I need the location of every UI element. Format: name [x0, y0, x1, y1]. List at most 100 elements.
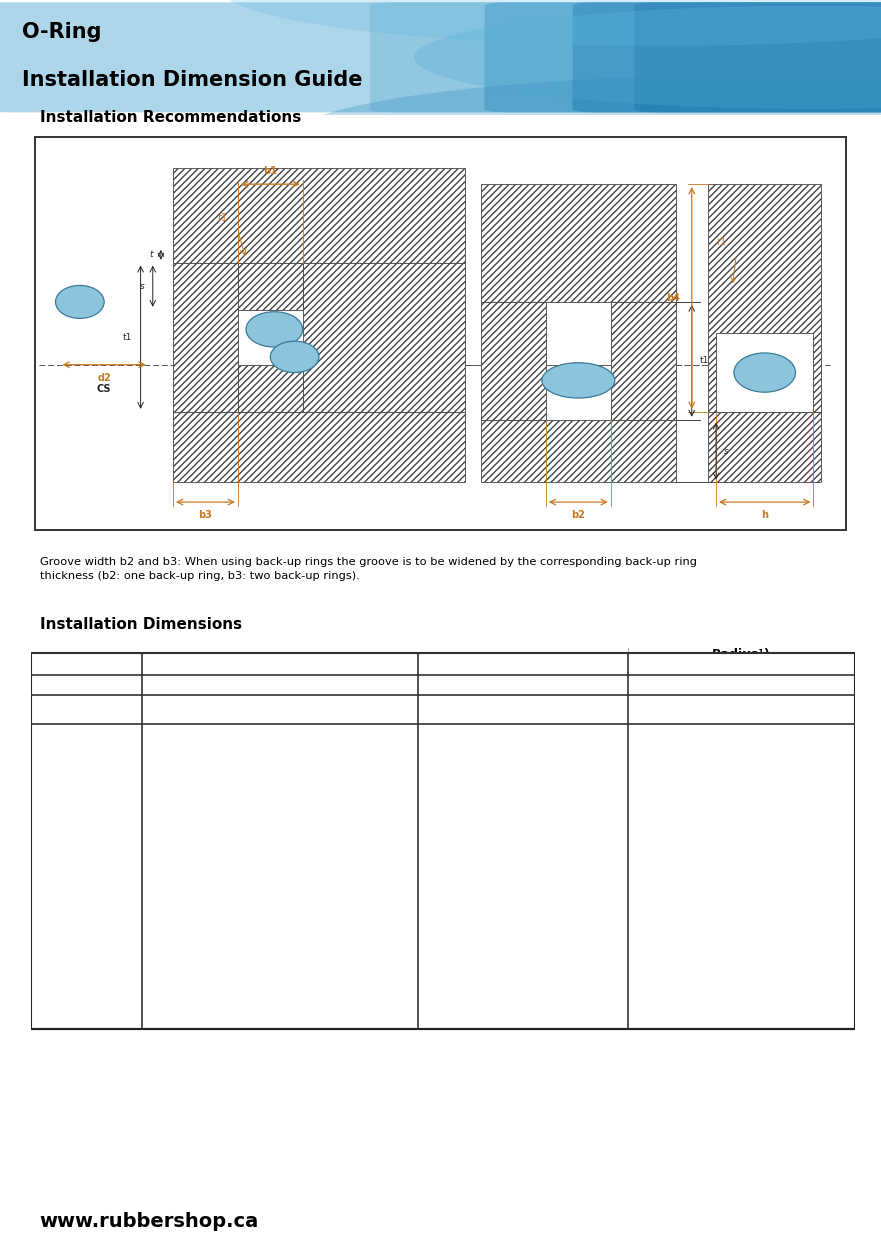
Ellipse shape: [734, 353, 796, 392]
Text: 1.63: 1.63: [73, 956, 100, 968]
Bar: [31, 653, 142, 675]
Bar: [517, 876, 628, 895]
Bar: [418, 839, 517, 857]
Text: 1.20: 1.20: [73, 802, 100, 816]
Bar: [418, 743, 517, 761]
Bar: [418, 724, 517, 743]
Text: 2.10: 2.10: [356, 937, 385, 949]
Ellipse shape: [56, 285, 104, 319]
Text: r1± 0.2: r1± 0.2: [718, 704, 765, 714]
Text: 2.10: 2.10: [559, 917, 586, 931]
Bar: [142, 933, 233, 952]
Text: -: -: [185, 841, 189, 854]
Bar: [628, 972, 855, 991]
Bar: [31, 761, 142, 781]
Text: 1.30: 1.30: [455, 993, 480, 1007]
Bar: [233, 857, 323, 876]
Text: b4 +0.2: b4 +0.2: [548, 704, 596, 714]
Text: 0.70: 0.70: [263, 784, 292, 797]
Bar: [323, 972, 418, 991]
Text: 1.45: 1.45: [174, 993, 200, 1007]
Bar: [628, 915, 855, 933]
Text: 0.80: 0.80: [559, 726, 585, 740]
Bar: [418, 933, 517, 952]
Text: Installation Recommendations: Installation Recommendations: [40, 110, 301, 125]
Text: 1.05: 1.05: [263, 880, 292, 892]
Bar: [517, 972, 628, 991]
Text: 1.30: 1.30: [174, 937, 200, 949]
Text: 0.20: 0.20: [729, 765, 754, 778]
Text: 2.10: 2.10: [356, 956, 385, 968]
Text: O-Ring: O-Ring: [22, 22, 101, 42]
Text: 0.80: 0.80: [356, 726, 385, 740]
Bar: [233, 1009, 323, 1029]
Text: 1.70: 1.70: [356, 802, 385, 816]
Bar: [517, 895, 628, 915]
Bar: [323, 761, 418, 781]
Text: 1.05: 1.05: [455, 880, 480, 892]
Text: 0.50: 0.50: [455, 746, 480, 759]
Bar: [418, 781, 517, 800]
Text: -: -: [185, 802, 189, 816]
Bar: [628, 857, 855, 876]
Bar: [628, 876, 855, 895]
Bar: [142, 991, 233, 1009]
Bar: [323, 857, 418, 876]
Text: 1.35: 1.35: [455, 1013, 480, 1025]
Text: 1.10: 1.10: [263, 898, 292, 911]
Text: 0.35: 0.35: [455, 726, 480, 740]
Text: 2.40: 2.40: [356, 993, 385, 1007]
Bar: [142, 876, 233, 895]
Bar: [142, 675, 323, 694]
FancyBboxPatch shape: [0, 2, 881, 112]
Bar: [233, 876, 323, 895]
Text: 1.30: 1.30: [73, 860, 100, 873]
Bar: [31, 952, 142, 972]
Bar: [142, 839, 233, 857]
Bar: [628, 839, 855, 857]
Text: 1.80: 1.80: [559, 822, 586, 835]
FancyBboxPatch shape: [634, 2, 881, 112]
Text: 0.70: 0.70: [455, 765, 480, 778]
Bar: [517, 839, 628, 857]
Text: Radius¹): Radius¹): [712, 648, 771, 662]
Bar: [233, 694, 323, 724]
Bar: [628, 634, 855, 675]
Text: 0.50: 0.50: [73, 726, 100, 740]
Text: -: -: [185, 746, 189, 759]
Bar: [142, 819, 233, 839]
Text: 2.30: 2.30: [559, 974, 586, 988]
Text: 2.00: 2.00: [356, 898, 385, 911]
Text: 1.30: 1.30: [455, 974, 480, 988]
Text: 0.30: 0.30: [729, 974, 754, 988]
Text: 0.90: 0.90: [455, 822, 480, 835]
Bar: [31, 675, 142, 694]
Bar: [303, 263, 465, 412]
Text: r1: r1: [716, 237, 726, 247]
Bar: [323, 694, 418, 724]
Text: 0.30: 0.30: [729, 898, 754, 911]
Text: 1.30: 1.30: [263, 993, 292, 1007]
Bar: [142, 1009, 233, 1029]
Bar: [238, 365, 303, 412]
Text: 0.35: 0.35: [263, 726, 292, 740]
Bar: [418, 915, 517, 933]
Bar: [628, 694, 855, 724]
Bar: [31, 876, 142, 895]
Text: 0.30: 0.30: [729, 993, 754, 1007]
Text: -: -: [185, 784, 189, 797]
Text: 1.02: 1.02: [73, 784, 100, 797]
Polygon shape: [220, 0, 881, 46]
Text: 1.35: 1.35: [263, 1013, 292, 1025]
Bar: [31, 653, 142, 1029]
Bar: [418, 1009, 517, 1029]
Bar: [716, 334, 813, 412]
Text: Groove depth: Groove depth: [427, 679, 507, 692]
Text: 0.20: 0.20: [729, 822, 754, 835]
Bar: [418, 694, 517, 724]
Text: 1.50: 1.50: [174, 1013, 200, 1025]
Text: www.rubbershop.ca: www.rubbershop.ca: [40, 1212, 259, 1231]
Text: 1.80: 1.80: [559, 841, 586, 854]
Text: 0.30: 0.30: [729, 1013, 754, 1025]
Text: 0.95: 0.95: [263, 860, 292, 873]
